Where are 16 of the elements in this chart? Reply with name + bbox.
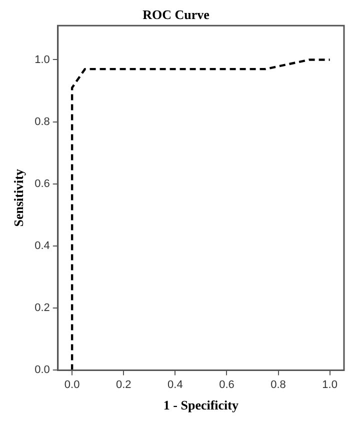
chart-title: ROC Curve bbox=[142, 7, 210, 22]
y-tick-label: 0.0 bbox=[34, 364, 50, 376]
x-tick-label: 0.0 bbox=[64, 378, 80, 391]
x-tick-label: 0.6 bbox=[219, 378, 234, 391]
y-tick-label: 0.4 bbox=[34, 240, 50, 252]
y-tick-label: 0.8 bbox=[34, 116, 50, 128]
x-tick-label: 0.4 bbox=[168, 378, 183, 391]
y-tick-label: 0.6 bbox=[34, 178, 50, 190]
x-tick-label: 0.2 bbox=[116, 378, 132, 391]
y-tick-label: 0.2 bbox=[34, 302, 50, 314]
y-axis-title: Sensitivity bbox=[11, 168, 26, 227]
line-series bbox=[70, 58, 331, 370]
x-tick-label: 0.8 bbox=[270, 378, 286, 391]
x-axis-title: 1 - Specificity bbox=[163, 398, 239, 413]
y-tick-label: 1.0 bbox=[34, 54, 50, 66]
x-tick-label: 1.0 bbox=[322, 378, 338, 391]
